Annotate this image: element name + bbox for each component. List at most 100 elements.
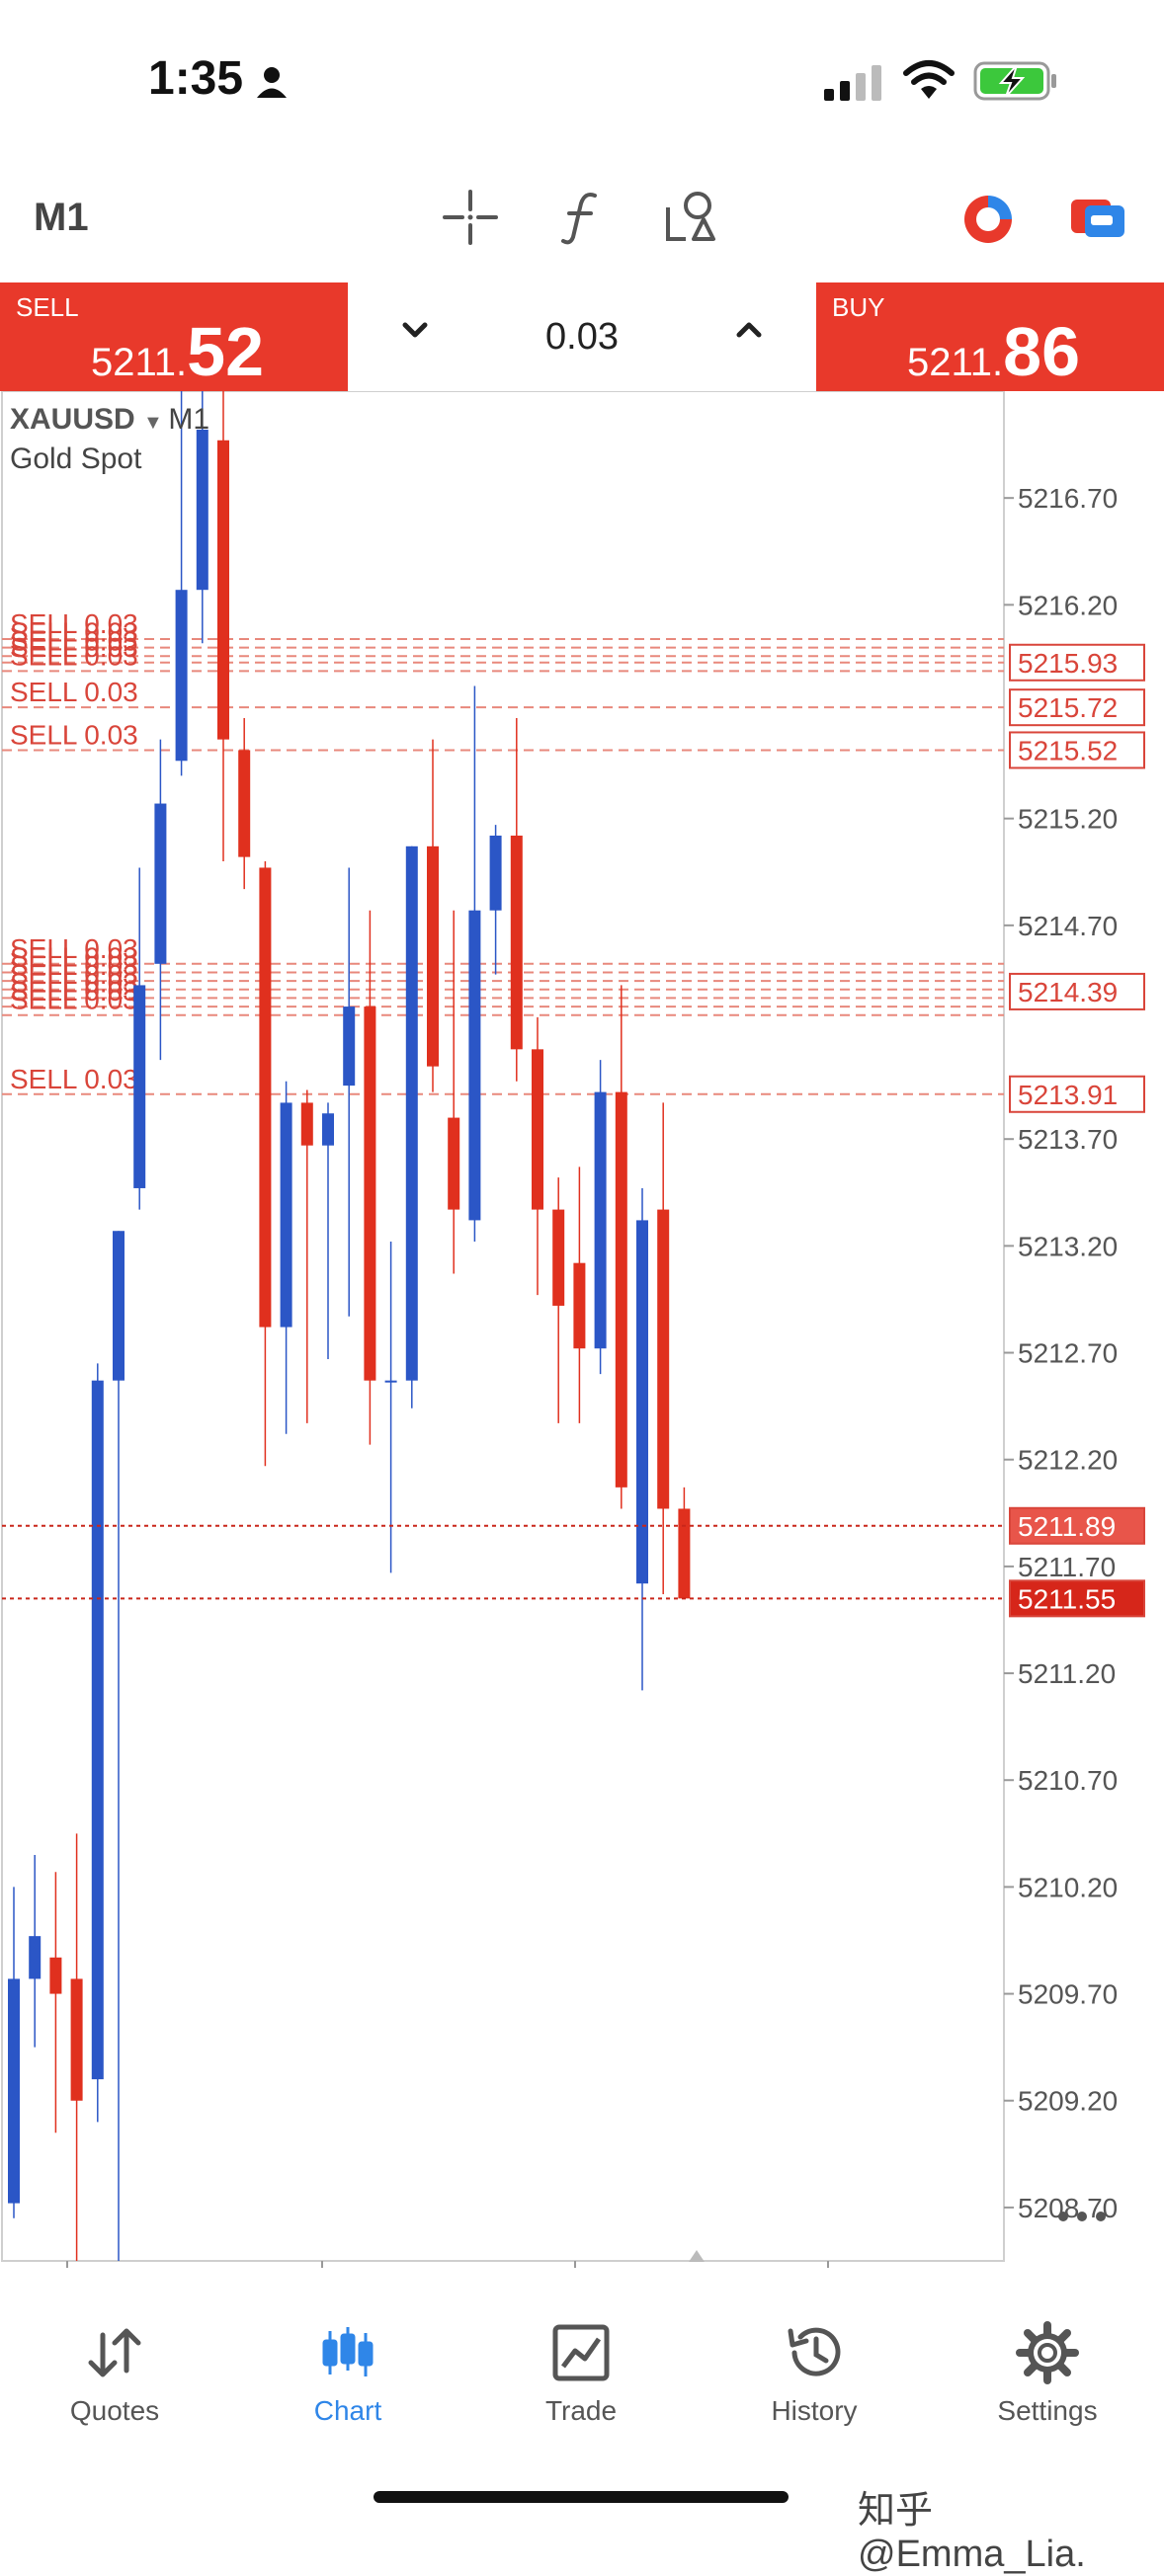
scroll-marker-icon bbox=[689, 2250, 705, 2262]
quotes-icon bbox=[88, 2328, 141, 2377]
candle-body bbox=[510, 835, 523, 1050]
price-label: 5215.72 bbox=[1018, 692, 1118, 723]
order-label[interactable]: SELL 0.03 bbox=[10, 959, 138, 990]
buy-price: 5211.86 bbox=[907, 313, 1081, 390]
y-tick-label: 5213.70 bbox=[1018, 1124, 1118, 1155]
price-label-box bbox=[1009, 972, 1145, 1010]
order-label[interactable]: SELL 0.03 bbox=[10, 617, 138, 648]
symbol-description: Gold Spot bbox=[10, 443, 142, 475]
price-label-box bbox=[1009, 731, 1145, 769]
candle-body bbox=[259, 867, 272, 1328]
y-tick-label: 5212.20 bbox=[1018, 1445, 1118, 1476]
candle-body bbox=[322, 1113, 334, 1146]
symbol-header[interactable]: XAUUSD ▼ M1 bbox=[10, 403, 209, 437]
nav-settings[interactable]: Settings bbox=[949, 2321, 1146, 2427]
order-label[interactable]: SELL 0.03 bbox=[10, 985, 138, 1015]
nav-trade[interactable]: Trade bbox=[482, 2321, 680, 2427]
candle-body bbox=[364, 1006, 376, 1381]
candle-body bbox=[8, 1978, 20, 2204]
y-tick-label: 5216.20 bbox=[1018, 590, 1118, 620]
candle-body bbox=[405, 845, 418, 1381]
order-label[interactable]: SELL 0.03 bbox=[10, 632, 138, 663]
price-label-box bbox=[1009, 688, 1145, 727]
candle-body bbox=[552, 1209, 565, 1306]
order-label[interactable]: SELL 0.03 bbox=[10, 1064, 138, 1094]
candle-body bbox=[238, 750, 251, 857]
candle-body bbox=[154, 803, 167, 964]
order-label[interactable]: SELL 0.03 bbox=[10, 719, 138, 750]
order-label[interactable]: SELL 0.03 bbox=[10, 677, 138, 707]
candle-body bbox=[343, 1006, 356, 1087]
price-label-box bbox=[1009, 1075, 1145, 1113]
nav-history[interactable]: History bbox=[715, 2321, 913, 2427]
order-label[interactable]: SELL 0.03 bbox=[10, 608, 138, 639]
buy-label: BUY bbox=[832, 292, 885, 322]
chart-icon bbox=[322, 2327, 374, 2376]
account-icon[interactable] bbox=[960, 192, 1016, 247]
y-tick-label: 5215.20 bbox=[1018, 804, 1118, 835]
candle-body bbox=[280, 1102, 292, 1328]
candle-body bbox=[113, 1231, 125, 1381]
candle-body bbox=[573, 1262, 586, 1349]
symbol-dropdown-icon: ▼ bbox=[143, 412, 169, 434]
candle-body bbox=[468, 910, 481, 1221]
volume-increase-icon[interactable] bbox=[731, 312, 767, 348]
candle-body bbox=[594, 1091, 607, 1349]
price-label: 5211.89 bbox=[1018, 1511, 1116, 1542]
symbol-timeframe: M1 bbox=[168, 403, 210, 436]
price-label-box bbox=[1009, 643, 1145, 682]
price-label: 5215.52 bbox=[1018, 735, 1118, 765]
y-tick-label: 5212.70 bbox=[1018, 1338, 1118, 1369]
switch-icon[interactable] bbox=[1069, 198, 1126, 239]
candle-body bbox=[636, 1220, 648, 1584]
candle-body bbox=[217, 440, 229, 740]
candle-body bbox=[384, 1380, 397, 1383]
order-label[interactable]: SELL 0.03 bbox=[10, 976, 138, 1006]
y-tick-label: 5210.20 bbox=[1018, 1872, 1118, 1902]
order-label[interactable]: SELL 0.03 bbox=[10, 640, 138, 671]
y-tick-label: 5216.70 bbox=[1018, 483, 1118, 514]
history-icon bbox=[788, 2327, 841, 2376]
y-tick-label: 5211.20 bbox=[1018, 1658, 1116, 1689]
y-tick-label: 5214.70 bbox=[1018, 911, 1118, 941]
price-label: 5211.55 bbox=[1018, 1583, 1116, 1614]
candle-body bbox=[196, 429, 208, 591]
y-tick-label: 5209.20 bbox=[1018, 2086, 1118, 2117]
price-label: 5215.93 bbox=[1018, 648, 1118, 679]
candle-body bbox=[300, 1102, 313, 1146]
candle-body bbox=[91, 1380, 104, 2080]
timeframe-button[interactable]: M1 bbox=[34, 196, 89, 239]
volume-control: 0.03 bbox=[348, 282, 816, 393]
status-bar: 1:35 bbox=[0, 0, 1164, 168]
candle-body bbox=[448, 1117, 460, 1210]
order-label[interactable]: SELL 0.03 bbox=[10, 625, 138, 656]
y-tick-label: 5213.20 bbox=[1018, 1231, 1118, 1261]
nav-chart[interactable]: Chart bbox=[249, 2321, 447, 2427]
nav-quotes[interactable]: Quotes bbox=[16, 2321, 213, 2427]
sell-button[interactable]: SELL 5211.52 bbox=[0, 282, 348, 391]
order-label[interactable]: SELL 0.03 bbox=[10, 941, 138, 972]
order-label[interactable]: SELL 0.03 bbox=[10, 933, 138, 964]
settings-icon bbox=[1016, 2321, 1079, 2384]
person-icon bbox=[257, 67, 287, 98]
candle-body bbox=[133, 985, 146, 1188]
indicators-icon[interactable] bbox=[561, 190, 601, 245]
candle-body bbox=[615, 1091, 627, 1488]
candle-body bbox=[678, 1508, 691, 1599]
trade-icon bbox=[552, 2324, 610, 2381]
order-label[interactable]: SELL 0.03 bbox=[10, 950, 138, 981]
volume-input[interactable]: 0.03 bbox=[545, 316, 619, 358]
volume-decrease-icon[interactable] bbox=[397, 312, 433, 348]
objects-icon[interactable] bbox=[664, 188, 719, 247]
candle-body bbox=[427, 845, 439, 1067]
y-tick-label: 5209.70 bbox=[1018, 1979, 1118, 2010]
candle-body bbox=[29, 1936, 42, 1979]
more-options-icon[interactable] bbox=[1055, 2209, 1109, 2224]
price-label-box bbox=[1009, 1579, 1145, 1618]
crosshair-icon[interactable] bbox=[443, 190, 498, 245]
price-label-box bbox=[1009, 1506, 1145, 1545]
candle-body bbox=[49, 1957, 62, 1994]
buy-button[interactable]: BUY 5211.86 bbox=[816, 282, 1164, 391]
order-label[interactable]: SELL 0.03 bbox=[10, 967, 138, 998]
